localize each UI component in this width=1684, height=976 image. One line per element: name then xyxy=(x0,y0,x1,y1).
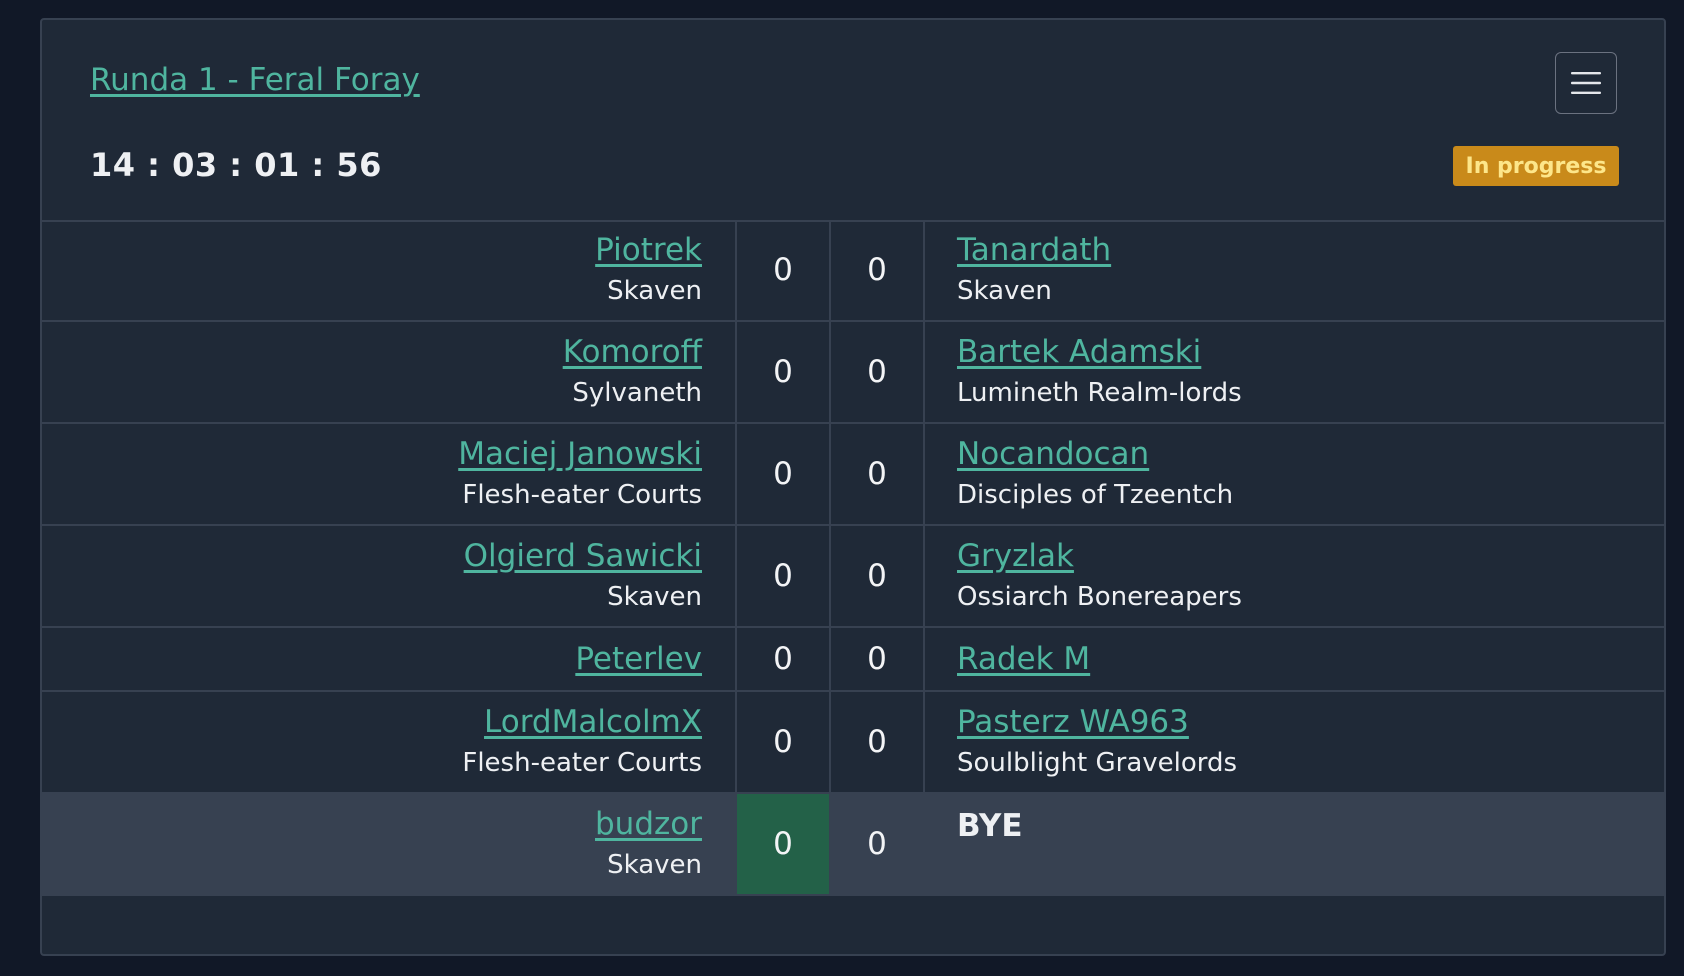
left-player-link[interactable]: LordMalcolmX xyxy=(484,704,702,740)
left-player-faction: Sylvaneth xyxy=(572,378,702,408)
left-score: 0 xyxy=(736,627,831,692)
left-score: 0 xyxy=(736,691,831,794)
left-score: 0 xyxy=(736,220,831,322)
left-player-faction: Skaven xyxy=(607,850,702,880)
right-player-link[interactable]: Bartek Adamski xyxy=(957,334,1202,370)
bye-label: BYE xyxy=(957,808,1023,844)
right-player-cell: Bartek Adamski Lumineth Realm-lords xyxy=(924,321,1664,424)
right-player-faction: Skaven xyxy=(957,276,1052,306)
table-row: Olgierd Sawicki Skaven 0 0 Gryzlak Ossia… xyxy=(42,525,1664,628)
left-score: 0 xyxy=(736,525,831,628)
left-player-cell: Maciej Janowski Flesh-eater Courts xyxy=(42,423,737,526)
table-row: LordMalcolmX Flesh-eater Courts 0 0 Past… xyxy=(42,691,1664,794)
right-score: 0 xyxy=(830,691,925,794)
round-title-link[interactable]: Runda 1 - Feral Foray xyxy=(90,62,420,98)
left-player-link[interactable]: Peterlev xyxy=(575,641,702,677)
left-player-faction: Skaven xyxy=(607,582,702,612)
left-player-cell: LordMalcolmX Flesh-eater Courts xyxy=(42,691,737,794)
left-player-link[interactable]: budzor xyxy=(595,806,702,842)
right-score: 0 xyxy=(830,525,925,628)
right-score: 0 xyxy=(830,321,925,424)
left-player-cell: Komoroff Sylvaneth xyxy=(42,321,737,424)
table-row: Komoroff Sylvaneth 0 0 Bartek Adamski Lu… xyxy=(42,321,1664,424)
right-player-faction: Lumineth Realm-lords xyxy=(957,378,1242,408)
left-player-link[interactable]: Maciej Janowski xyxy=(458,436,702,472)
right-player-link[interactable]: Pasterz WA963 xyxy=(957,704,1189,740)
left-score: 0 xyxy=(736,423,831,526)
left-player-cell: Olgierd Sawicki Skaven xyxy=(42,525,737,628)
right-score: 0 xyxy=(830,793,925,896)
left-player-faction: Flesh-eater Courts xyxy=(462,480,702,510)
menu-button[interactable] xyxy=(1555,52,1617,114)
left-player-link[interactable]: Olgierd Sawicki xyxy=(463,538,702,574)
table-row: budzor Skaven 0 0 BYE xyxy=(42,793,1664,896)
right-player-link[interactable]: Nocandocan xyxy=(957,436,1150,472)
right-player-cell: Gryzlak Ossiarch Bonereapers xyxy=(924,525,1664,628)
right-player-link[interactable]: Gryzlak xyxy=(957,538,1074,574)
left-player-link[interactable]: Komoroff xyxy=(562,334,702,370)
right-player-faction: Ossiarch Bonereapers xyxy=(957,582,1242,612)
table-row: Piotrek Skaven 0 0 Tanardath Skaven xyxy=(42,220,1664,322)
round-header: Runda 1 - Feral Foray 14 : 03 : 01 : 56 … xyxy=(42,20,1664,222)
right-player-cell: Nocandocan Disciples of Tzeentch xyxy=(924,423,1664,526)
left-player-cell: Piotrek Skaven xyxy=(42,220,737,322)
round-timer: 14 : 03 : 01 : 56 xyxy=(90,146,382,184)
pairings-table: Piotrek Skaven 0 0 Tanardath Skaven Komo… xyxy=(42,220,1664,896)
status-badge: In progress xyxy=(1453,146,1619,186)
left-player-link[interactable]: Piotrek xyxy=(595,232,702,268)
right-score: 0 xyxy=(830,627,925,692)
right-score: 0 xyxy=(830,220,925,322)
hamburger-menu-icon xyxy=(1571,72,1601,94)
right-player-cell: Tanardath Skaven xyxy=(924,220,1664,322)
table-row: Peterlev 0 0 Radek M xyxy=(42,627,1664,692)
right-player-faction: Soulblight Gravelords xyxy=(957,748,1238,778)
right-player-cell: BYE xyxy=(924,793,1664,896)
table-row: Maciej Janowski Flesh-eater Courts 0 0 N… xyxy=(42,423,1664,526)
right-player-link[interactable]: Tanardath xyxy=(957,232,1112,268)
left-player-faction: Skaven xyxy=(607,276,702,306)
right-player-cell: Pasterz WA963 Soulblight Gravelords xyxy=(924,691,1664,794)
right-player-link[interactable]: Radek M xyxy=(957,641,1091,677)
left-player-cell: budzor Skaven xyxy=(42,793,737,896)
right-score: 0 xyxy=(830,423,925,526)
right-player-cell: Radek M xyxy=(924,627,1664,692)
left-score: 0 xyxy=(736,793,831,896)
left-score: 0 xyxy=(736,321,831,424)
left-player-faction: Flesh-eater Courts xyxy=(462,748,702,778)
left-player-cell: Peterlev xyxy=(42,627,737,692)
right-player-faction: Disciples of Tzeentch xyxy=(957,480,1234,510)
round-card: Runda 1 - Feral Foray 14 : 03 : 01 : 56 … xyxy=(40,18,1666,956)
